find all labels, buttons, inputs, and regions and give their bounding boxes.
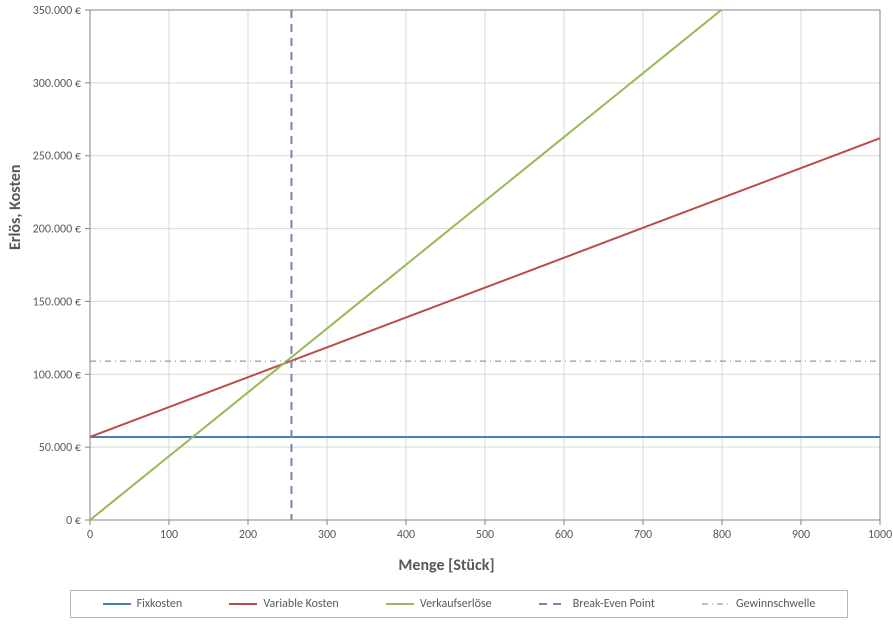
legend-item-gewinnschwelle: Gewinnschwelle xyxy=(702,597,815,611)
svg-text:800: 800 xyxy=(713,528,731,542)
legend-label: Break-Even Point xyxy=(573,597,655,611)
svg-text:100: 100 xyxy=(160,528,178,542)
chart-container: Erlös, Kosten Menge [Stück] 0 € 50.000 € 1… xyxy=(0,0,893,634)
svg-text:500: 500 xyxy=(476,528,494,542)
x-axis-title: Menge [Stück] xyxy=(0,556,893,575)
legend-item-variable_kosten: Variable Kosten xyxy=(229,597,338,611)
svg-text:900: 900 xyxy=(792,528,810,542)
svg-text:100.000 €: 100.000 € xyxy=(33,368,81,382)
y-axis-title: Erlös, Kosten xyxy=(6,165,25,250)
svg-text:700: 700 xyxy=(634,528,652,542)
svg-text:250.000 €: 250.000 € xyxy=(33,150,81,164)
svg-text:400: 400 xyxy=(397,528,415,542)
legend: Fixkosten Variable Kosten Verkaufserlöse Br… xyxy=(70,590,848,618)
svg-text:600: 600 xyxy=(555,528,573,542)
legend-label: Fixkosten xyxy=(137,597,183,611)
svg-text:200: 200 xyxy=(239,528,257,542)
legend-label: Variable Kosten xyxy=(263,597,338,611)
svg-text:300.000 €: 300.000 € xyxy=(33,77,81,91)
legend-item-fixkosten: Fixkosten xyxy=(103,597,183,611)
svg-text:50.000 €: 50.000 € xyxy=(39,441,81,455)
svg-text:200.000 €: 200.000 € xyxy=(33,223,81,237)
legend-label: Verkaufserlöse xyxy=(420,597,492,611)
chart-svg: 0 € 50.000 € 100.000 € 150.000 € 200.000 € 25… xyxy=(0,0,893,580)
legend-label: Gewinnschwelle xyxy=(736,597,815,611)
svg-text:300: 300 xyxy=(318,528,336,542)
legend-item-break_even: Break-Even Point xyxy=(539,597,655,611)
svg-text:0: 0 xyxy=(87,528,93,542)
svg-text:150.000 €: 150.000 € xyxy=(33,295,81,309)
svg-text:0 €: 0 € xyxy=(66,514,81,528)
legend-item-verkaufserloese: Verkaufserlöse xyxy=(386,597,492,611)
svg-text:1000: 1000 xyxy=(868,528,892,542)
svg-text:350.000 €: 350.000 € xyxy=(33,4,81,18)
